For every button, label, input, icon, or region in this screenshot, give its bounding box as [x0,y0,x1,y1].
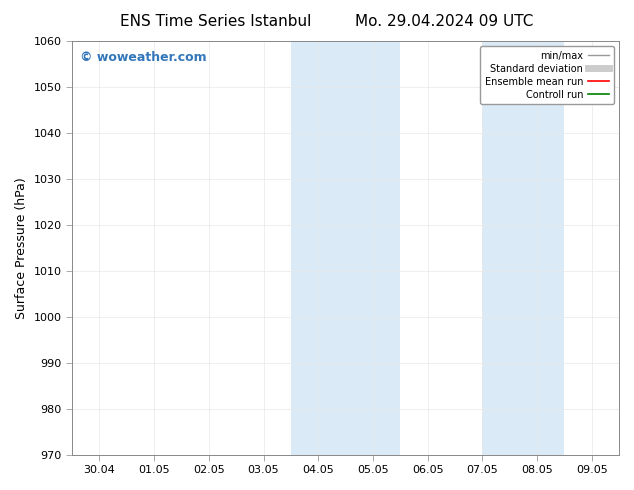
Bar [482,41,564,455]
Legend: min/max, Standard deviation, Ensemble mean run, Controll run: min/max, Standard deviation, Ensemble me… [480,46,614,104]
Bar [291,41,400,455]
Text: ENS Time Series Istanbul: ENS Time Series Istanbul [120,14,311,29]
Text: © woweather.com: © woweather.com [81,51,207,64]
Y-axis label: Surface Pressure (hPa): Surface Pressure (hPa) [15,177,28,318]
Text: Mo. 29.04.2024 09 UTC: Mo. 29.04.2024 09 UTC [354,14,533,29]
